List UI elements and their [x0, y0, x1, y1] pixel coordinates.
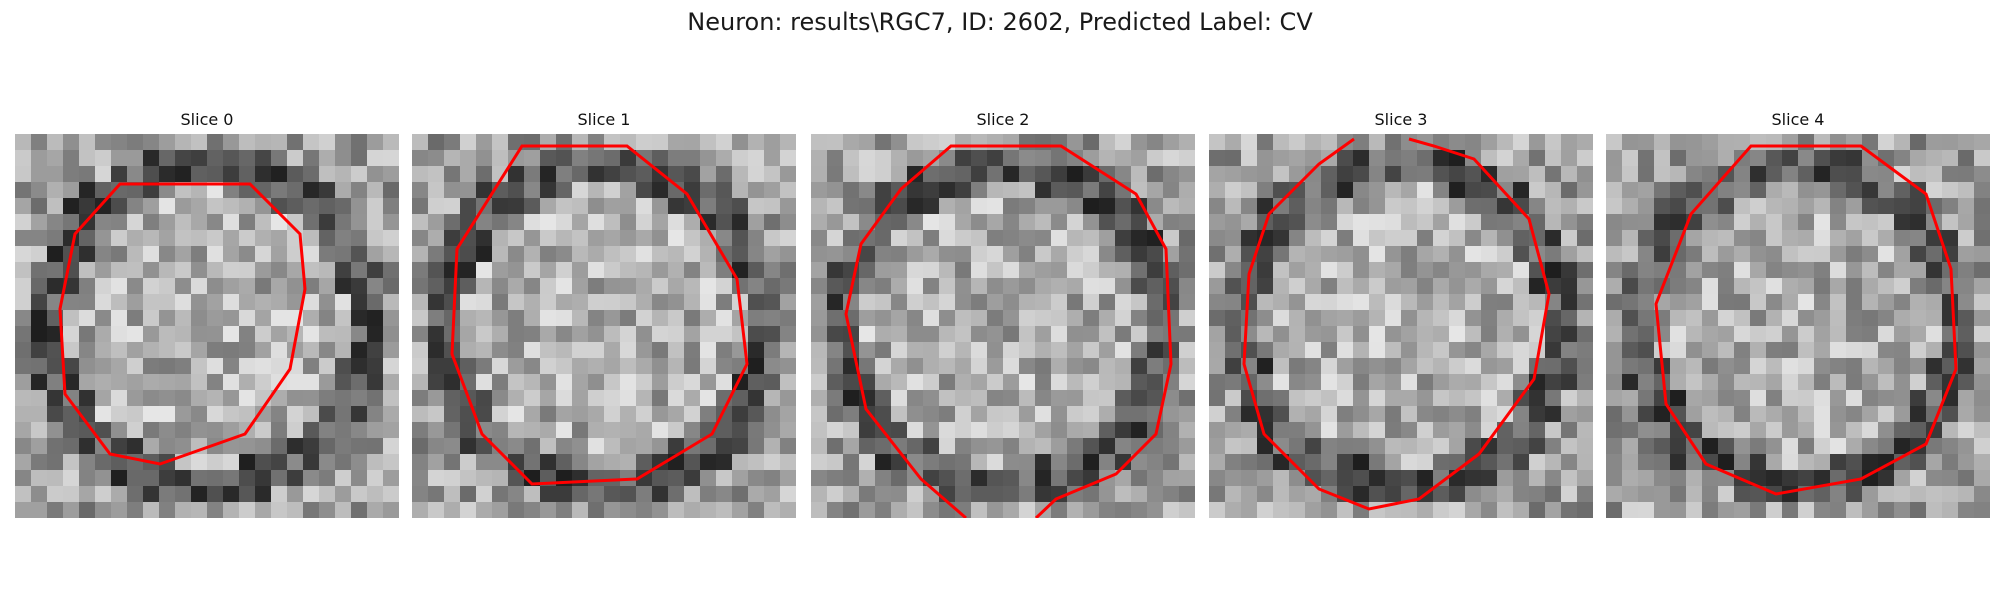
slice-image-3 [1209, 134, 1593, 518]
slice-title-3: Slice 3 [1374, 110, 1428, 129]
contour-outline [844, 144, 1173, 518]
figure-title: Neuron: results\RGC7, ID: 2602, Predicte… [687, 8, 1313, 36]
grayscale-pixels [15, 134, 399, 518]
grayscale-pixels [1209, 134, 1593, 518]
slice-title-4: Slice 4 [1771, 110, 1825, 129]
slice-panel-3: Slice 3 [1209, 108, 1593, 518]
slice-title-1: Slice 1 [577, 110, 631, 129]
slice-title-2: Slice 2 [976, 110, 1030, 129]
slice-panel-1: Slice 1 [412, 108, 796, 518]
contour-outline [450, 144, 749, 486]
slice-image-2 [811, 134, 1195, 518]
slice-image-0 [15, 134, 399, 518]
slice-panel-0: Slice 0 [15, 108, 399, 518]
grayscale-pixels [412, 134, 796, 518]
slice-image-1 [412, 134, 796, 518]
slice-panel-4: Slice 4 [1606, 108, 1990, 518]
slice-image-4 [1606, 134, 1990, 518]
slice-panel-2: Slice 2 [811, 108, 1195, 518]
grayscale-pixels [811, 134, 1195, 518]
contour-outline [1242, 137, 1551, 511]
slice-title-0: Slice 0 [180, 110, 234, 129]
contour-outline [58, 182, 307, 466]
grayscale-pixels [1606, 134, 1990, 518]
contour-outline [1654, 144, 1958, 496]
